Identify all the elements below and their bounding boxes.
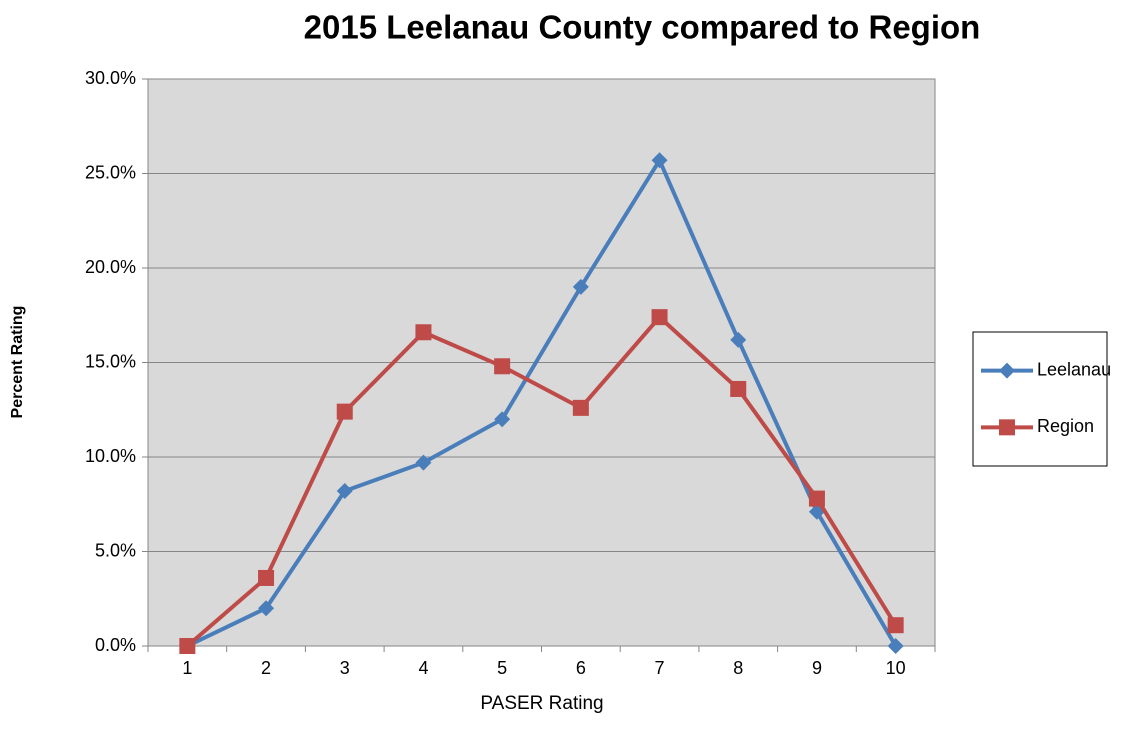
y-tick-label: 30.0% bbox=[85, 68, 136, 88]
x-tick-label: 8 bbox=[733, 658, 743, 678]
marker bbox=[415, 454, 432, 471]
y-tick-label: 15.0% bbox=[85, 351, 136, 371]
marker bbox=[887, 638, 904, 654]
marker bbox=[572, 399, 589, 416]
y-tick-label: 25.0% bbox=[85, 162, 136, 182]
marker bbox=[651, 309, 668, 326]
y-tick-label: 0.0% bbox=[95, 635, 136, 655]
series-line bbox=[186, 315, 898, 648]
marker bbox=[415, 324, 432, 341]
marker bbox=[336, 403, 353, 420]
y-tick-label: 10.0% bbox=[85, 446, 136, 466]
legend-label: Region bbox=[1037, 416, 1094, 436]
y-tick-label: 5.0% bbox=[95, 540, 136, 560]
x-tick-label: 7 bbox=[655, 658, 665, 678]
marker bbox=[572, 278, 589, 295]
y-axis-label: Percent Rating bbox=[9, 306, 26, 419]
x-tick-label: 2 bbox=[261, 658, 271, 678]
x-tick-label: 1 bbox=[182, 658, 192, 678]
marker bbox=[999, 419, 1015, 436]
marker bbox=[808, 490, 825, 507]
marker bbox=[336, 483, 353, 500]
marker bbox=[730, 331, 747, 348]
marker bbox=[258, 600, 275, 617]
y-tick-label: 20.0% bbox=[85, 257, 136, 277]
marker bbox=[494, 411, 511, 428]
marker bbox=[651, 152, 668, 169]
marker bbox=[999, 362, 1015, 379]
chart-title: 2015 Leelanau County compared to Region bbox=[304, 9, 981, 46]
marker bbox=[887, 617, 904, 634]
x-tick-label: 4 bbox=[418, 658, 428, 678]
marker bbox=[258, 569, 275, 586]
legend-label: Leelanau bbox=[1037, 359, 1111, 379]
series-line bbox=[186, 158, 898, 648]
marker bbox=[494, 358, 511, 375]
x-axis-label: PASER Rating bbox=[480, 693, 603, 714]
marker bbox=[730, 380, 747, 397]
x-tick-label: 6 bbox=[576, 658, 586, 678]
x-tick-label: 3 bbox=[340, 658, 350, 678]
x-tick-label: 9 bbox=[812, 658, 822, 678]
x-tick-label: 5 bbox=[497, 658, 507, 678]
legend-box bbox=[972, 331, 1108, 467]
x-tick-label: 10 bbox=[886, 658, 906, 678]
marker bbox=[179, 638, 196, 654]
